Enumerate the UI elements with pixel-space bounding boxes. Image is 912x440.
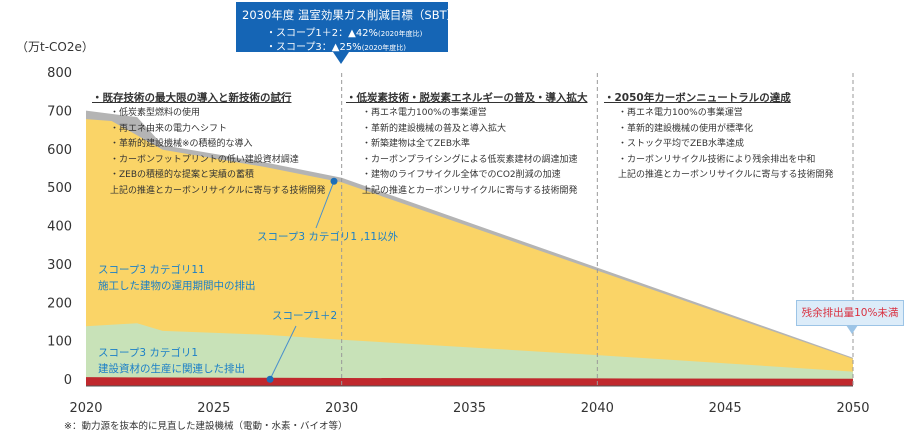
series-line-scope12 [85,377,854,381]
callout-pointer [333,52,349,64]
phase-2-title: ・低炭素技術・脱炭素エネルギーの普及・導入拡大 [346,92,588,104]
phase-3-items: ・再エネ電力100%の事業運営 ・革新的建設機械の使用が標準化 ・ストック平均で… [618,106,834,184]
phase-1-item: 上記の推進とカーボンリサイクルに寄与する技術開発 [110,185,326,196]
y-tick-label: 600 [47,143,72,158]
sbt-target-callout: 2030年度 温室効果ガス削減目標（SBT） ・スコープ1＋2：▲42%(202… [236,2,458,53]
label-scope3-cat1: スコープ3 カテゴリ1 建設資材の生産に関連した排出 [98,347,245,375]
phase-1-items: ・低炭素型燃料の使用 ・再エネ由来の電力へシフト ・革新的建設機械※の積極的な導… [110,106,326,199]
phase-2-items: ・再エネ電力100%の事業運営 ・革新的建設機械の普及と導入拡大 ・新築建物は全… [362,106,578,199]
y-tick-label: 200 [47,296,72,311]
x-tick-label: 2035 [453,401,486,416]
y-tick-label: 300 [47,258,72,273]
data-marker [266,375,274,383]
phase-1-item: ・再エネ由来の電力へシフト [110,123,228,134]
phase-1-item: ・カーボンフットプリントの低い建設資材調達 [110,154,299,165]
callout-scope3: ・スコープ3：▲25%(2020年度比) [266,42,406,53]
y-tick-label: 0 [64,373,72,388]
phase-3-title: ・2050年カーボンニュートラルの達成 [604,92,791,104]
y-tick-label: 700 [47,104,72,119]
phase-2-item: ・革新的建設機械の普及と導入拡大 [362,123,507,134]
phase-3-item: 上記の推進とカーボンリサイクルに寄与する技術開発 [618,170,834,180]
y-axis-unit-label: （万t-CO2e） [16,40,94,54]
y-tick-label: 400 [47,220,72,235]
phase-3-item: ・革新的建設機械の使用が標準化 [618,123,754,134]
y-tick-label: 500 [47,181,72,196]
phase-1-item: ・低炭素型燃料の使用 [110,108,201,118]
phase-1-title: ・既存技術の最大限の導入と新技術の試行 [92,92,292,104]
phase-2-item: 上記の推進とカーボンリサイクルに寄与する技術開発 [362,185,578,196]
phase-1-item: ・ZEBの積極的な提案と実績の蓄積 [110,170,255,180]
x-tick-label: 2025 [197,401,230,416]
phase-2-item: ・新築建物は全てZEB水準 [362,139,471,149]
leader-line [315,181,335,229]
footnote: ※：動力源を抜本的に見直した建設機械（電動・水素・バイオ等） [64,421,348,432]
x-tick-label: 2045 [709,401,742,416]
phase-2-item: ・再エネ電力100%の事業運営 [362,108,487,118]
x-tick-label: 2050 [836,401,869,416]
phase-2-item: ・カーボンプライシングによる低炭素建材の調達加速 [362,154,578,165]
callout-title: 2030年度 温室効果ガス削減目標（SBT） [242,8,459,22]
residual-pointer [846,325,858,334]
label-scope3-other: スコープ3 カテゴリ1 ,11以外 [257,231,399,243]
y-tick-label: 100 [47,335,72,350]
x-tick-label: 2020 [69,401,102,416]
y-tick-label: 800 [47,66,72,81]
phase-3-item: ・カーボンリサイクル技術により残余排出を中和 [618,154,816,165]
phase-2-item: ・建物のライフサイクル全体でのCO2削減の加速 [362,170,561,180]
series-area-3 [86,119,853,386]
phase-3-item: ・再エネ電力100%の事業運営 [618,108,743,118]
series-area-2 [86,323,853,386]
leader-line [269,325,297,380]
x-tick-label: 2030 [325,401,358,416]
label-scope3-cat11: スコープ3 カテゴリ11 施工した建物の運用期間中の排出 [98,264,256,292]
residual-emissions-box: 残余排出量10%未満 [796,300,904,326]
label-scope12: スコープ1＋2 [272,310,338,322]
x-tick-label: 2040 [581,401,614,416]
data-marker [330,177,338,185]
phase-3-item: ・ストック平均でZEB水準達成 [618,139,745,149]
phase-1-item: ・革新的建設機械※の積極的な導入 [110,139,253,149]
callout-scope12: ・スコープ1＋2：▲42%(2020年度比) [266,28,423,39]
